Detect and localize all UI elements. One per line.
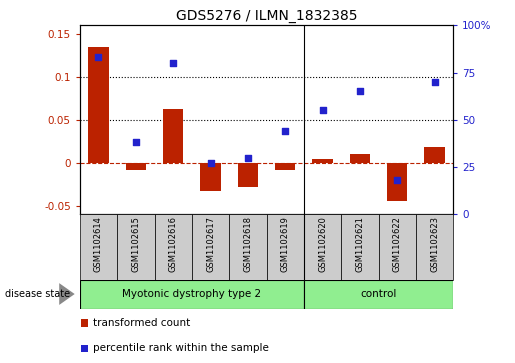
Text: GSM1102615: GSM1102615 xyxy=(131,216,140,272)
Bar xyxy=(80,214,117,280)
Text: GSM1102622: GSM1102622 xyxy=(393,216,402,272)
Point xyxy=(94,54,102,60)
Text: GSM1102623: GSM1102623 xyxy=(430,216,439,272)
Title: GDS5276 / ILMN_1832385: GDS5276 / ILMN_1832385 xyxy=(176,9,357,23)
Text: transformed count: transformed count xyxy=(93,318,190,328)
Text: GSM1102617: GSM1102617 xyxy=(206,216,215,272)
Bar xyxy=(267,214,304,280)
Bar xyxy=(350,154,370,163)
Bar xyxy=(163,110,183,163)
Point xyxy=(207,160,215,166)
Point xyxy=(431,79,439,85)
Bar xyxy=(416,214,453,280)
Bar xyxy=(154,214,192,280)
Bar xyxy=(117,214,154,280)
Text: GSM1102614: GSM1102614 xyxy=(94,216,103,272)
Bar xyxy=(275,163,296,170)
Bar xyxy=(304,280,453,309)
Bar xyxy=(81,319,88,327)
Point xyxy=(244,155,252,160)
Text: GSM1102620: GSM1102620 xyxy=(318,216,327,272)
Text: GSM1102618: GSM1102618 xyxy=(244,216,252,272)
Bar xyxy=(304,214,341,280)
Point xyxy=(281,128,289,134)
Bar xyxy=(200,163,221,191)
Text: percentile rank within the sample: percentile rank within the sample xyxy=(93,343,269,354)
Text: disease state: disease state xyxy=(5,289,70,299)
Bar xyxy=(88,47,109,163)
Bar xyxy=(80,280,304,309)
Point xyxy=(393,177,401,183)
Point xyxy=(318,107,327,113)
Bar xyxy=(192,214,229,280)
Point xyxy=(169,60,177,66)
Text: GSM1102616: GSM1102616 xyxy=(169,216,178,272)
Bar xyxy=(312,159,333,163)
Bar xyxy=(229,214,267,280)
Bar xyxy=(126,163,146,170)
Polygon shape xyxy=(59,283,75,305)
Text: Myotonic dystrophy type 2: Myotonic dystrophy type 2 xyxy=(122,289,262,299)
Point xyxy=(356,89,364,94)
Text: control: control xyxy=(360,289,397,299)
Bar xyxy=(81,345,88,352)
Bar xyxy=(424,147,445,163)
Text: GSM1102621: GSM1102621 xyxy=(355,216,364,272)
Bar xyxy=(341,214,379,280)
Bar xyxy=(379,214,416,280)
Point xyxy=(132,139,140,145)
Bar xyxy=(387,163,407,201)
Bar xyxy=(237,163,258,187)
Text: GSM1102619: GSM1102619 xyxy=(281,216,289,272)
